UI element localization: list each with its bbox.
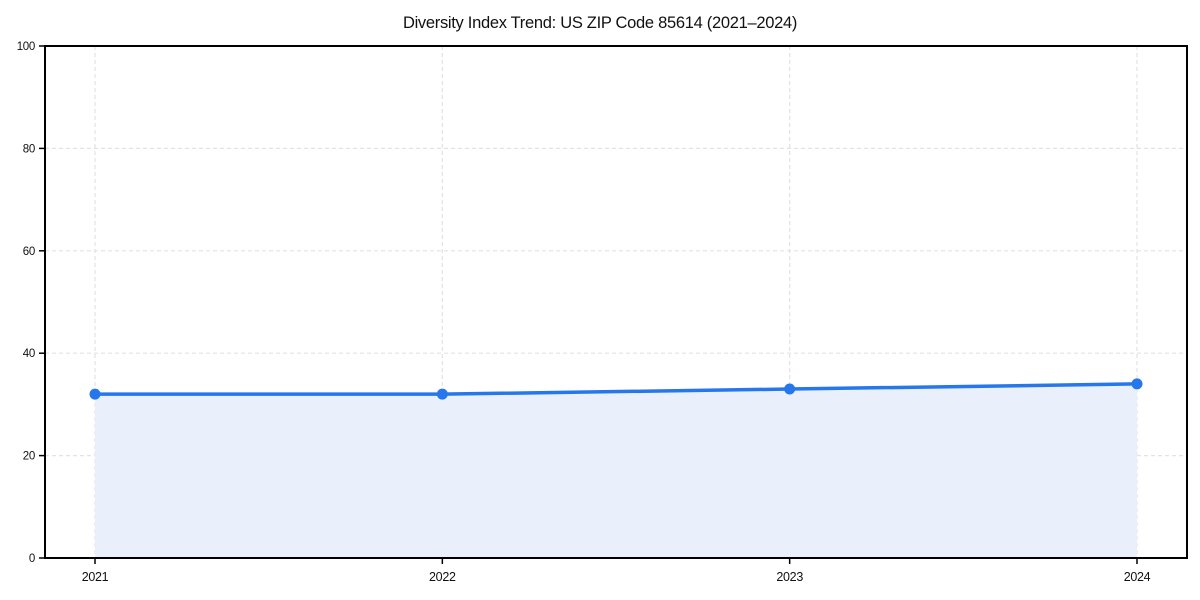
x-tick-label: 2023 xyxy=(776,570,803,584)
area-fill-group xyxy=(95,383,1137,558)
chart-title: Diversity Index Trend: US ZIP Code 85614… xyxy=(403,14,797,32)
x-tick-label: 2022 xyxy=(429,570,456,584)
trend-line-group xyxy=(93,382,1139,396)
data-point-2021 xyxy=(89,388,101,400)
x-tick-label: 2021 xyxy=(82,570,109,584)
axis-frame xyxy=(44,45,1188,559)
y-tick-label: 40 xyxy=(23,348,35,360)
data-point-2022 xyxy=(436,388,448,400)
data-points-group xyxy=(89,378,1143,400)
axis-frame-group xyxy=(44,45,1188,559)
area-fill xyxy=(95,383,1137,558)
y-tick-label: 20 xyxy=(23,451,35,463)
trend-line xyxy=(93,382,1139,396)
y-tick-label: 80 xyxy=(23,143,35,155)
y-tick-label: 100 xyxy=(17,41,35,53)
tick-marks-group xyxy=(39,45,1138,564)
y-tick-label: 0 xyxy=(29,553,35,565)
x-tick-label: 2024 xyxy=(1124,570,1151,584)
tick-labels-group: 0 20 40 60 80 100 2021 2022 2023 2024 xyxy=(17,41,1151,584)
data-point-2024 xyxy=(1131,378,1143,390)
data-point-2023 xyxy=(784,383,796,395)
y-tick-label: 60 xyxy=(23,246,35,258)
